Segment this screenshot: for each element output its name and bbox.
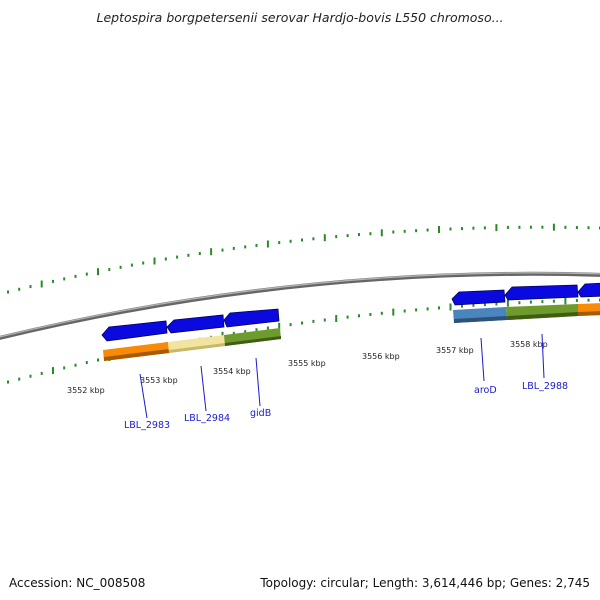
gene-label-arod[interactable]: aroD xyxy=(474,385,497,396)
gene-blocks-left xyxy=(103,328,281,361)
scale-label: 3554 kbp xyxy=(213,367,251,376)
scale-label: 3558 kbp xyxy=(510,340,548,349)
chromosome-backbone xyxy=(0,271,600,340)
scale-label: 3552 kbp xyxy=(67,386,105,395)
scale-label: 3556 kbp xyxy=(362,352,400,361)
accession-label: Accession: NC_008508 xyxy=(9,576,146,590)
gene-arrow[interactable] xyxy=(504,284,579,301)
genome-summary: Topology: circular; Length: 3,614,446 bp… xyxy=(260,576,590,590)
gene-block-green-shadow xyxy=(507,312,578,320)
chromosome-backbone-highlight xyxy=(0,272,600,338)
upper-scale-ticks xyxy=(7,223,600,294)
gene-block-green-shadow xyxy=(225,336,281,346)
scale-label: 3553 kbp xyxy=(140,376,178,385)
gene-label-gidb[interactable]: gidB xyxy=(250,408,271,419)
gene-arrow[interactable] xyxy=(223,308,280,328)
gene-label-lbl-2984[interactable]: LBL_2984 xyxy=(184,413,230,424)
gene-block-steelblue-shadow xyxy=(454,316,507,323)
gene-leader-lines xyxy=(139,333,545,419)
map-title: Leptospira borgpetersenii serovar Hardjo… xyxy=(96,10,504,25)
leader-line xyxy=(200,365,207,412)
gene-label-lbl-2983[interactable]: LBL_2983 xyxy=(124,420,170,431)
gene-arrows-left xyxy=(101,308,280,342)
scale-labels: 3552 kbp 3553 kbp 3554 kbp 3555 kbp 3556… xyxy=(67,340,548,395)
gene-arrow[interactable] xyxy=(577,282,600,298)
leader-line xyxy=(255,357,261,407)
gene-block-orange-shadow xyxy=(104,349,169,361)
leader-line xyxy=(139,373,148,419)
leader-line xyxy=(480,337,485,382)
scale-label: 3555 kbp xyxy=(288,359,326,368)
gene-label-lbl-2988[interactable]: LBL_2988 xyxy=(522,381,568,392)
gene-arrow[interactable] xyxy=(166,314,225,334)
gene-block-yellow-shadow xyxy=(169,343,225,353)
scale-label: 3557 kbp xyxy=(436,346,474,355)
gene-arrows-right xyxy=(451,282,600,306)
gene-arrow[interactable] xyxy=(451,289,506,306)
gene-block-orange-shadow xyxy=(578,311,600,316)
gene-blocks-right xyxy=(453,303,600,323)
gene-labels: LBL_2983 LBL_2984 gidB aroD LBL_2988 xyxy=(124,381,568,431)
leader-line xyxy=(541,333,545,379)
gene-arrow[interactable] xyxy=(101,320,168,342)
